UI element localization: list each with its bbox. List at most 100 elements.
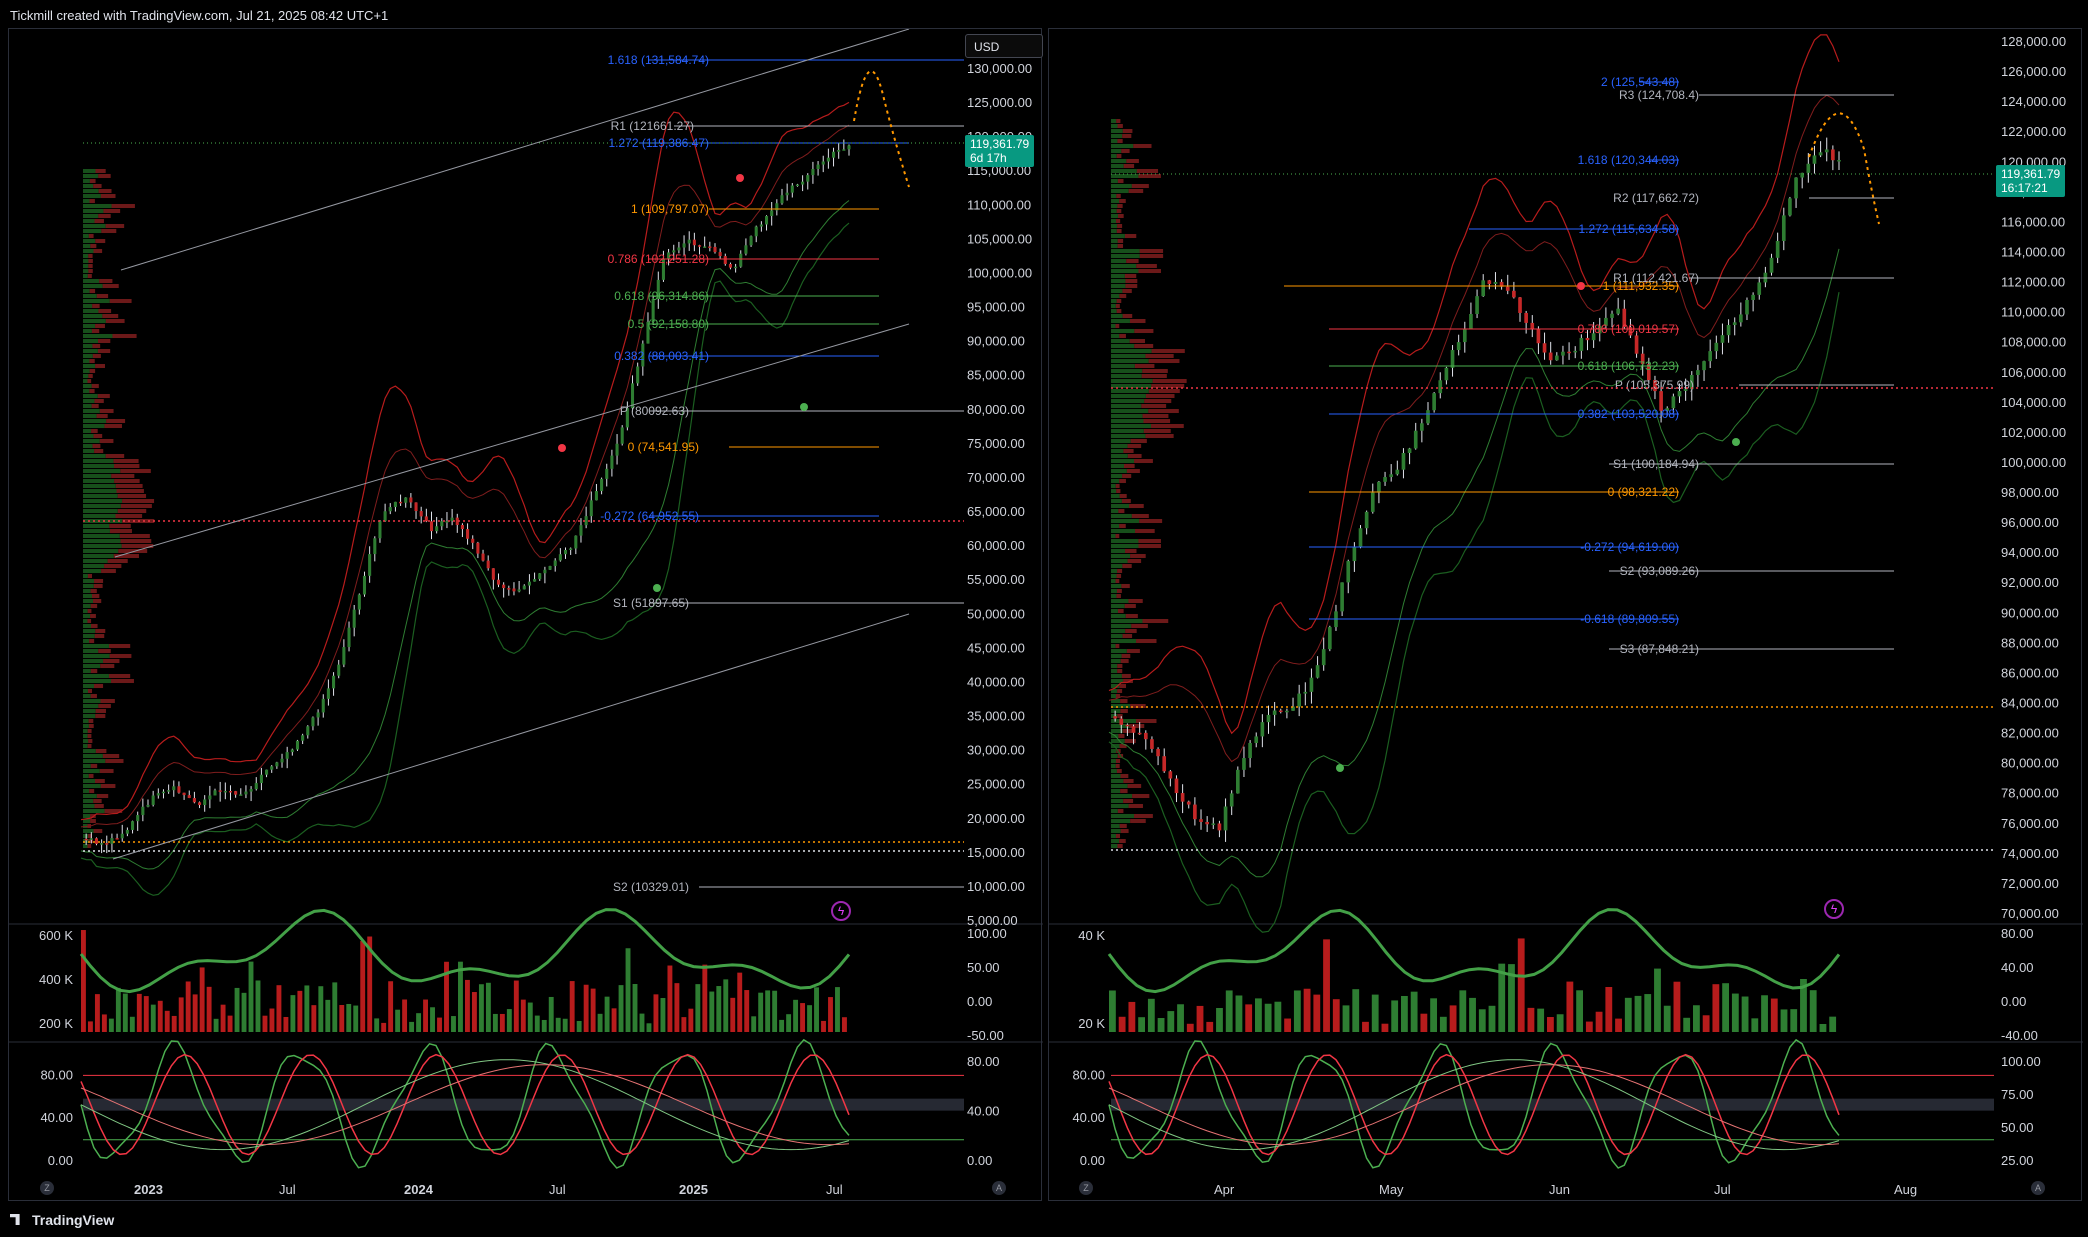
volume-profile-bar [96, 414, 108, 418]
volume-profile-bar [83, 844, 88, 848]
volume-bar [1556, 1014, 1564, 1032]
volume-profile-bar [1111, 274, 1125, 278]
flash-icon[interactable]: ϟ [831, 901, 851, 921]
volume-bar [597, 1013, 603, 1032]
candle-body [1272, 710, 1277, 715]
left-chart-pane[interactable]: 130,000.00125,000.00120,000.00115,000.00… [8, 28, 1043, 1202]
auto-scale-icon[interactable]: A [992, 1181, 1006, 1195]
stoch-right-axis-label: 75.00 [2001, 1087, 2034, 1102]
candle-body [1309, 677, 1314, 692]
volume-profile-bar [88, 374, 93, 378]
volume-profile-bar [93, 799, 102, 803]
price-axis-label: 76,000.00 [2001, 816, 2059, 831]
volume-profile-bar [111, 679, 134, 683]
volume-profile-bar [83, 184, 94, 188]
volume-profile-bar [1125, 549, 1137, 553]
chart-header: Tickmill created with TradingView.com, J… [0, 0, 2088, 28]
volume-bar [814, 987, 819, 1032]
volume-profile-bar [83, 754, 103, 758]
volume-bar [1196, 1005, 1204, 1032]
volume-profile-bar [1111, 664, 1118, 668]
volume-profile-bar [83, 704, 99, 708]
volume-bar [1488, 1005, 1496, 1032]
left-chart-canvas[interactable]: 130,000.00125,000.00120,000.00115,000.00… [9, 29, 1043, 1202]
volume-profile-bar [1111, 659, 1121, 663]
volume-bar [1323, 939, 1330, 1032]
volume-profile-bar [1116, 219, 1121, 223]
volume-bar [1186, 1023, 1194, 1032]
volume-profile-bar [1115, 834, 1121, 838]
price-axis-label: 112,000.00 [2001, 275, 2065, 290]
candle-body [548, 565, 552, 570]
volume-profile-bar [83, 229, 102, 233]
volume-profile-bar [83, 769, 100, 773]
volume-bar [339, 1005, 345, 1032]
right-chart-canvas[interactable]: 128,000.00 126,000.00 124,000.00 122,000.00… [1049, 29, 2083, 1202]
price-axis-label: 96,000.00 [2001, 515, 2059, 530]
volume-profile-bar [1111, 779, 1124, 783]
candle-body [1788, 198, 1792, 216]
volume-bar [367, 936, 373, 1032]
volume-profile-bar [83, 589, 91, 593]
tradingview-logo[interactable]: TradingView [10, 1212, 114, 1228]
volume-profile-bar [1125, 629, 1137, 633]
volume-profile-bar [111, 204, 135, 208]
volume-bar [1332, 999, 1340, 1032]
volume-profile-bar [97, 349, 111, 353]
zoom-icon[interactable]: Z [40, 1181, 54, 1195]
candle-body [1824, 149, 1829, 153]
candle-body [1119, 718, 1124, 725]
level-label: 0 (98,321.22) [1608, 485, 1679, 499]
volume-profile-bar [83, 414, 97, 418]
volume-profile-bar [99, 439, 114, 443]
volume-profile-bar [1123, 779, 1134, 783]
volume-bar [1118, 1016, 1126, 1032]
volume-profile-bar [1117, 239, 1124, 243]
volume-profile-bar [83, 779, 96, 783]
volume-profile-bar [1136, 639, 1157, 643]
volume-bar [311, 1005, 317, 1032]
candle-body [218, 790, 222, 792]
zoom-icon[interactable]: Z [1079, 1181, 1093, 1195]
candle-body [84, 838, 88, 841]
volume-bar [1683, 1017, 1691, 1032]
volume-profile-bar [1116, 574, 1122, 578]
volume-profile-bar [87, 619, 92, 623]
candle-body [692, 239, 696, 246]
volume-bar [758, 992, 764, 1032]
volume-bar [353, 1005, 359, 1032]
volume-profile-bar [1111, 654, 1122, 658]
volume-profile-bar [89, 359, 95, 363]
candle-body [842, 149, 846, 151]
volume-bar [520, 999, 526, 1032]
candle-body [1229, 793, 1234, 807]
price-axis-label: 85,000.00 [967, 368, 1025, 383]
price-axis-label: 35,000.00 [967, 709, 1025, 724]
volume-bar [800, 1003, 806, 1032]
volume-profile-bar [117, 494, 147, 498]
currency-selector[interactable]: USD [965, 34, 1043, 58]
candle-body [326, 688, 330, 699]
level-label: 1.272 (115,634.58) [1578, 222, 1679, 236]
volume-profile-bar [1124, 604, 1136, 608]
auto-scale-icon[interactable]: A [2031, 1181, 2045, 1195]
volume-bar [1819, 1023, 1827, 1032]
candle-body [837, 149, 841, 152]
candle-body [1150, 739, 1154, 749]
price-axis-label: 74,000.00 [2001, 846, 2059, 861]
volume-profile-bar [1111, 409, 1149, 413]
volume-profile-bar [1142, 369, 1168, 373]
candle-body [1622, 308, 1627, 328]
volume-profile-bar [83, 314, 103, 318]
volume-bar [499, 1013, 505, 1032]
volume-bar [1595, 1011, 1603, 1032]
level-label: S2 (10329.01) [613, 880, 689, 894]
right-chart-pane[interactable]: 128,000.00 126,000.00 124,000.00 122,000.00… [1048, 28, 2083, 1202]
volume-profile-bar [1111, 639, 1137, 643]
price-axis-label: 104,000.00 [2001, 395, 2066, 410]
volume-bar [1761, 995, 1768, 1032]
volume-profile-bar [1111, 739, 1125, 743]
price-axis-label: 94,000.00 [2001, 545, 2059, 560]
candle-body [254, 783, 258, 790]
flash-icon[interactable]: ϟ [1824, 899, 1844, 919]
